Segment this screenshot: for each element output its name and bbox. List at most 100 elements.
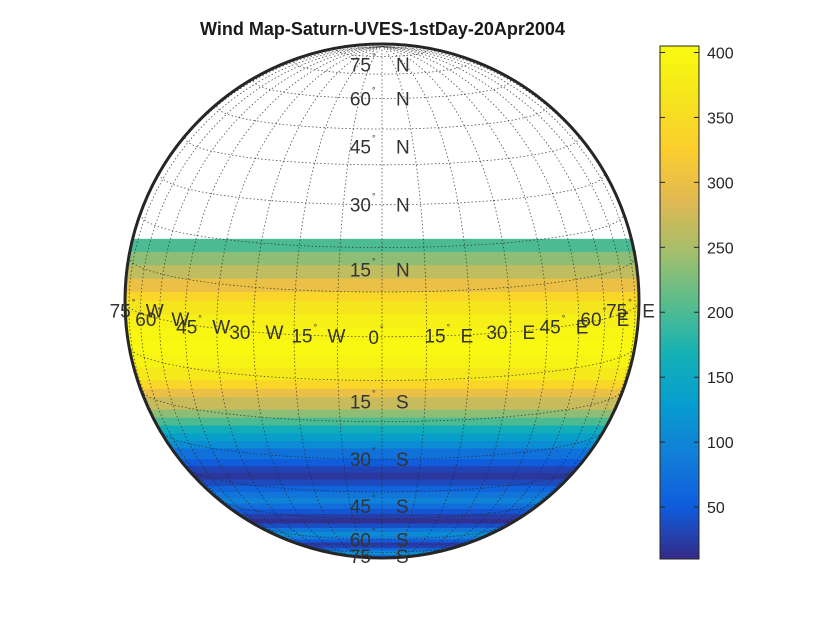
hemisphere-letter: N <box>396 55 410 76</box>
meridian-line <box>381 46 427 558</box>
hemisphere-letter: N <box>396 261 410 282</box>
degree-symbol: ° <box>628 297 632 307</box>
graticule <box>125 46 639 558</box>
meridian-line <box>253 46 383 558</box>
longitude-labels: 75 ° W60 ° W45 ° W 30 ° W 15 ° W 0 ° 15 ° E 30 ° E 45 ° E60 ° E75… <box>110 297 655 349</box>
colorbar-tick-label: 50 <box>707 500 725 517</box>
hemisphere-letter: N <box>396 196 410 217</box>
wind-band <box>125 523 639 529</box>
hemisphere-letter: W <box>146 301 164 322</box>
colorbar-tick-label: 400 <box>707 45 734 62</box>
degree-symbol: ° <box>198 313 202 323</box>
latitude-label: 60 ° N <box>350 85 410 110</box>
parallel-line <box>293 61 471 75</box>
wind-band <box>125 440 639 450</box>
longitude-value: 45 <box>540 317 561 338</box>
colorbar-tick-label: 100 <box>707 435 734 452</box>
latitude-label: 45 ° S <box>350 493 409 518</box>
parallel-line <box>186 468 578 493</box>
colorbar-tick-label: 350 <box>707 110 734 127</box>
meridian-line <box>381 46 580 554</box>
latitude-value: 60 <box>350 89 371 110</box>
degree-symbol: ° <box>372 493 376 503</box>
hemisphere-letter: N <box>396 137 410 158</box>
colorbar-tick-label: 200 <box>707 305 734 322</box>
longitude-value: 60 <box>580 310 601 331</box>
longitude-value: 75 <box>110 301 131 322</box>
hemisphere-letter: E <box>461 327 474 348</box>
meridian-line <box>184 46 383 554</box>
degree-symbol: ° <box>372 133 376 143</box>
hemisphere-letter: N <box>396 89 410 110</box>
latitude-value: 45 <box>350 497 371 518</box>
hemisphere-letter: S <box>396 450 409 471</box>
globe-outline <box>123 42 641 560</box>
parallel-line <box>159 173 605 206</box>
latitude-label: 15 ° S <box>350 388 409 413</box>
wind-band <box>125 491 639 499</box>
hemisphere-letter: W <box>266 323 284 344</box>
degree-symbol: ° <box>372 51 376 61</box>
parallel-line <box>128 346 636 381</box>
latitude-value: 15 <box>350 392 371 413</box>
wind-band <box>125 409 639 419</box>
colorbar-scale <box>659 45 700 560</box>
hemisphere-letter: S <box>396 547 409 568</box>
degree-symbol: ° <box>562 313 566 323</box>
wind-band <box>125 459 639 467</box>
parallel-line <box>337 50 427 57</box>
wind-band <box>125 527 639 533</box>
latitude-value: 30 <box>350 196 371 217</box>
degree-symbol: ° <box>157 306 161 316</box>
latitude-label: 30 ° S <box>350 446 409 471</box>
hemisphere-letter: E <box>642 301 655 322</box>
wind-band <box>125 292 639 302</box>
hemisphere-letter: W <box>171 310 189 331</box>
longitude-value: 60 <box>135 310 156 331</box>
hemisphere-letter: E <box>576 317 589 338</box>
degree-symbol: ° <box>603 306 607 316</box>
parallel-line <box>301 544 463 553</box>
meridian-line <box>128 46 383 501</box>
wind-band <box>125 508 639 515</box>
meridian-line <box>216 46 383 556</box>
wind-band <box>125 542 639 547</box>
wind-band <box>125 485 639 493</box>
longitude-value: 15 <box>424 327 445 348</box>
wind-band <box>125 535 639 540</box>
colorbar: 50 100 150 200 250 300 350 400 <box>659 45 734 560</box>
meridian-line <box>381 46 511 558</box>
degree-symbol: ° <box>372 543 376 553</box>
latitude-value: 45 <box>350 137 371 158</box>
longitude-label: 45 ° E <box>540 313 589 338</box>
longitude-value: 45 <box>176 317 197 338</box>
degree-symbol: ° <box>380 324 384 334</box>
degree-symbol: ° <box>132 297 136 307</box>
longitude-value: 75 <box>606 301 627 322</box>
latitude-value: 30 <box>350 450 371 471</box>
parallel-line <box>140 390 624 423</box>
hemisphere-letter: W <box>212 317 230 338</box>
degree-symbol: ° <box>252 319 256 329</box>
longitude-label: 15 ° E <box>424 323 473 348</box>
latitude-label: 15 ° N <box>350 257 410 282</box>
degree-symbol: ° <box>372 446 376 456</box>
parallel-line <box>258 525 506 540</box>
parallel-line <box>184 137 580 166</box>
longitude-label: 75 ° W <box>110 297 164 322</box>
wind-band <box>125 397 639 411</box>
wind-band <box>125 417 639 427</box>
hemisphere-letter: S <box>396 392 409 413</box>
wind-band <box>125 425 639 434</box>
latitude-label: 75 ° S <box>350 543 409 568</box>
wind-band <box>125 531 639 537</box>
wind-band <box>125 539 639 544</box>
colorbar-ticks: 50 100 150 200 250 300 350 400 <box>660 45 734 517</box>
colorbar-tick-label: 300 <box>707 175 734 192</box>
degree-symbol: ° <box>447 323 451 333</box>
colorbar-tick-label: 150 <box>707 370 734 387</box>
colorbar-tick-label: 250 <box>707 240 734 257</box>
longitude-value: 0 <box>368 328 379 349</box>
wind-band <box>125 278 639 293</box>
